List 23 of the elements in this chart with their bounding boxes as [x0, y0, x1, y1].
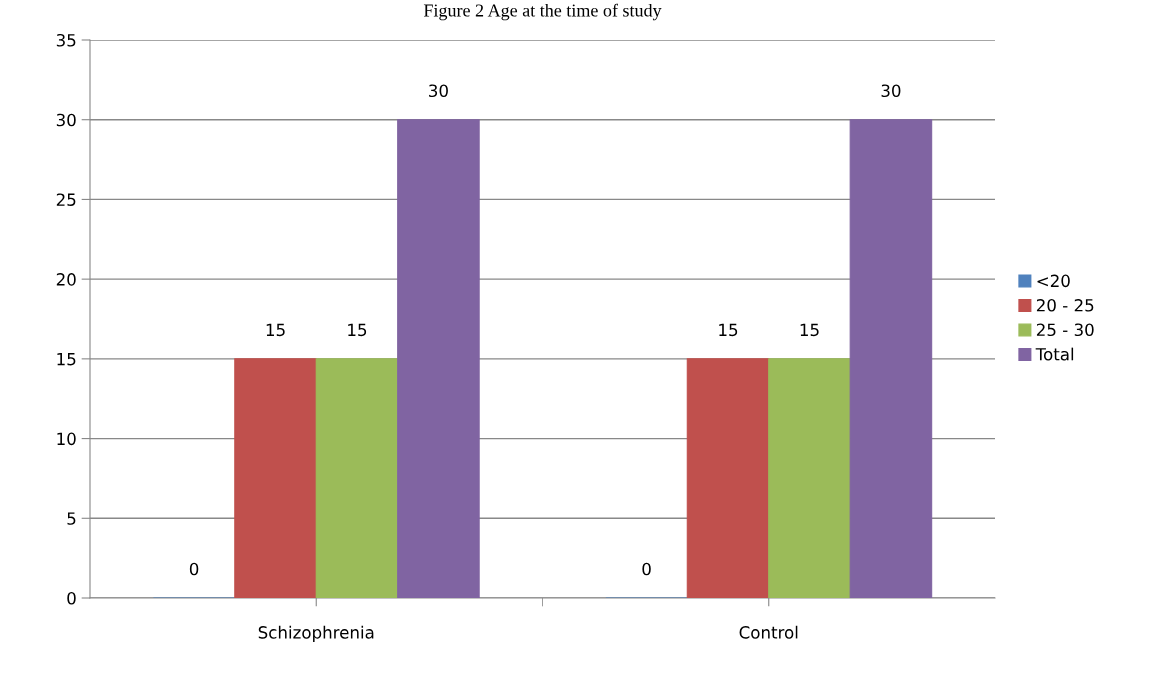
x-tick-label: Schizophrenia: [258, 625, 374, 642]
y-tick-label: 35: [56, 33, 76, 47]
chart-title: Figure 2 Age at the time of study: [423, 3, 662, 21]
data-label: 15: [266, 323, 285, 337]
legend-label: 20 - 25: [1036, 299, 1094, 312]
data-label: 0: [189, 562, 199, 576]
data-label: 30: [429, 84, 448, 98]
y-tick-label: 10: [57, 432, 76, 446]
data-label: 30: [881, 84, 901, 98]
y-tick-label: 20: [56, 273, 76, 286]
data-label: 15: [348, 323, 367, 337]
legend-label: 25 - 30: [1036, 323, 1094, 337]
legend-label: <20: [1037, 274, 1070, 288]
y-tick-label: 0: [67, 591, 76, 605]
data-label: 0: [642, 562, 651, 576]
data-label: 15: [800, 323, 819, 337]
data-label: 15: [719, 323, 738, 337]
y-tick-label: 5: [67, 512, 76, 525]
y-tick-label: 15: [57, 353, 76, 366]
y-tick-label: 30: [56, 113, 76, 127]
y-tick-label: 25: [56, 193, 76, 206]
x-tick-label: Control: [739, 625, 798, 639]
legend-label: Total: [1035, 347, 1074, 361]
